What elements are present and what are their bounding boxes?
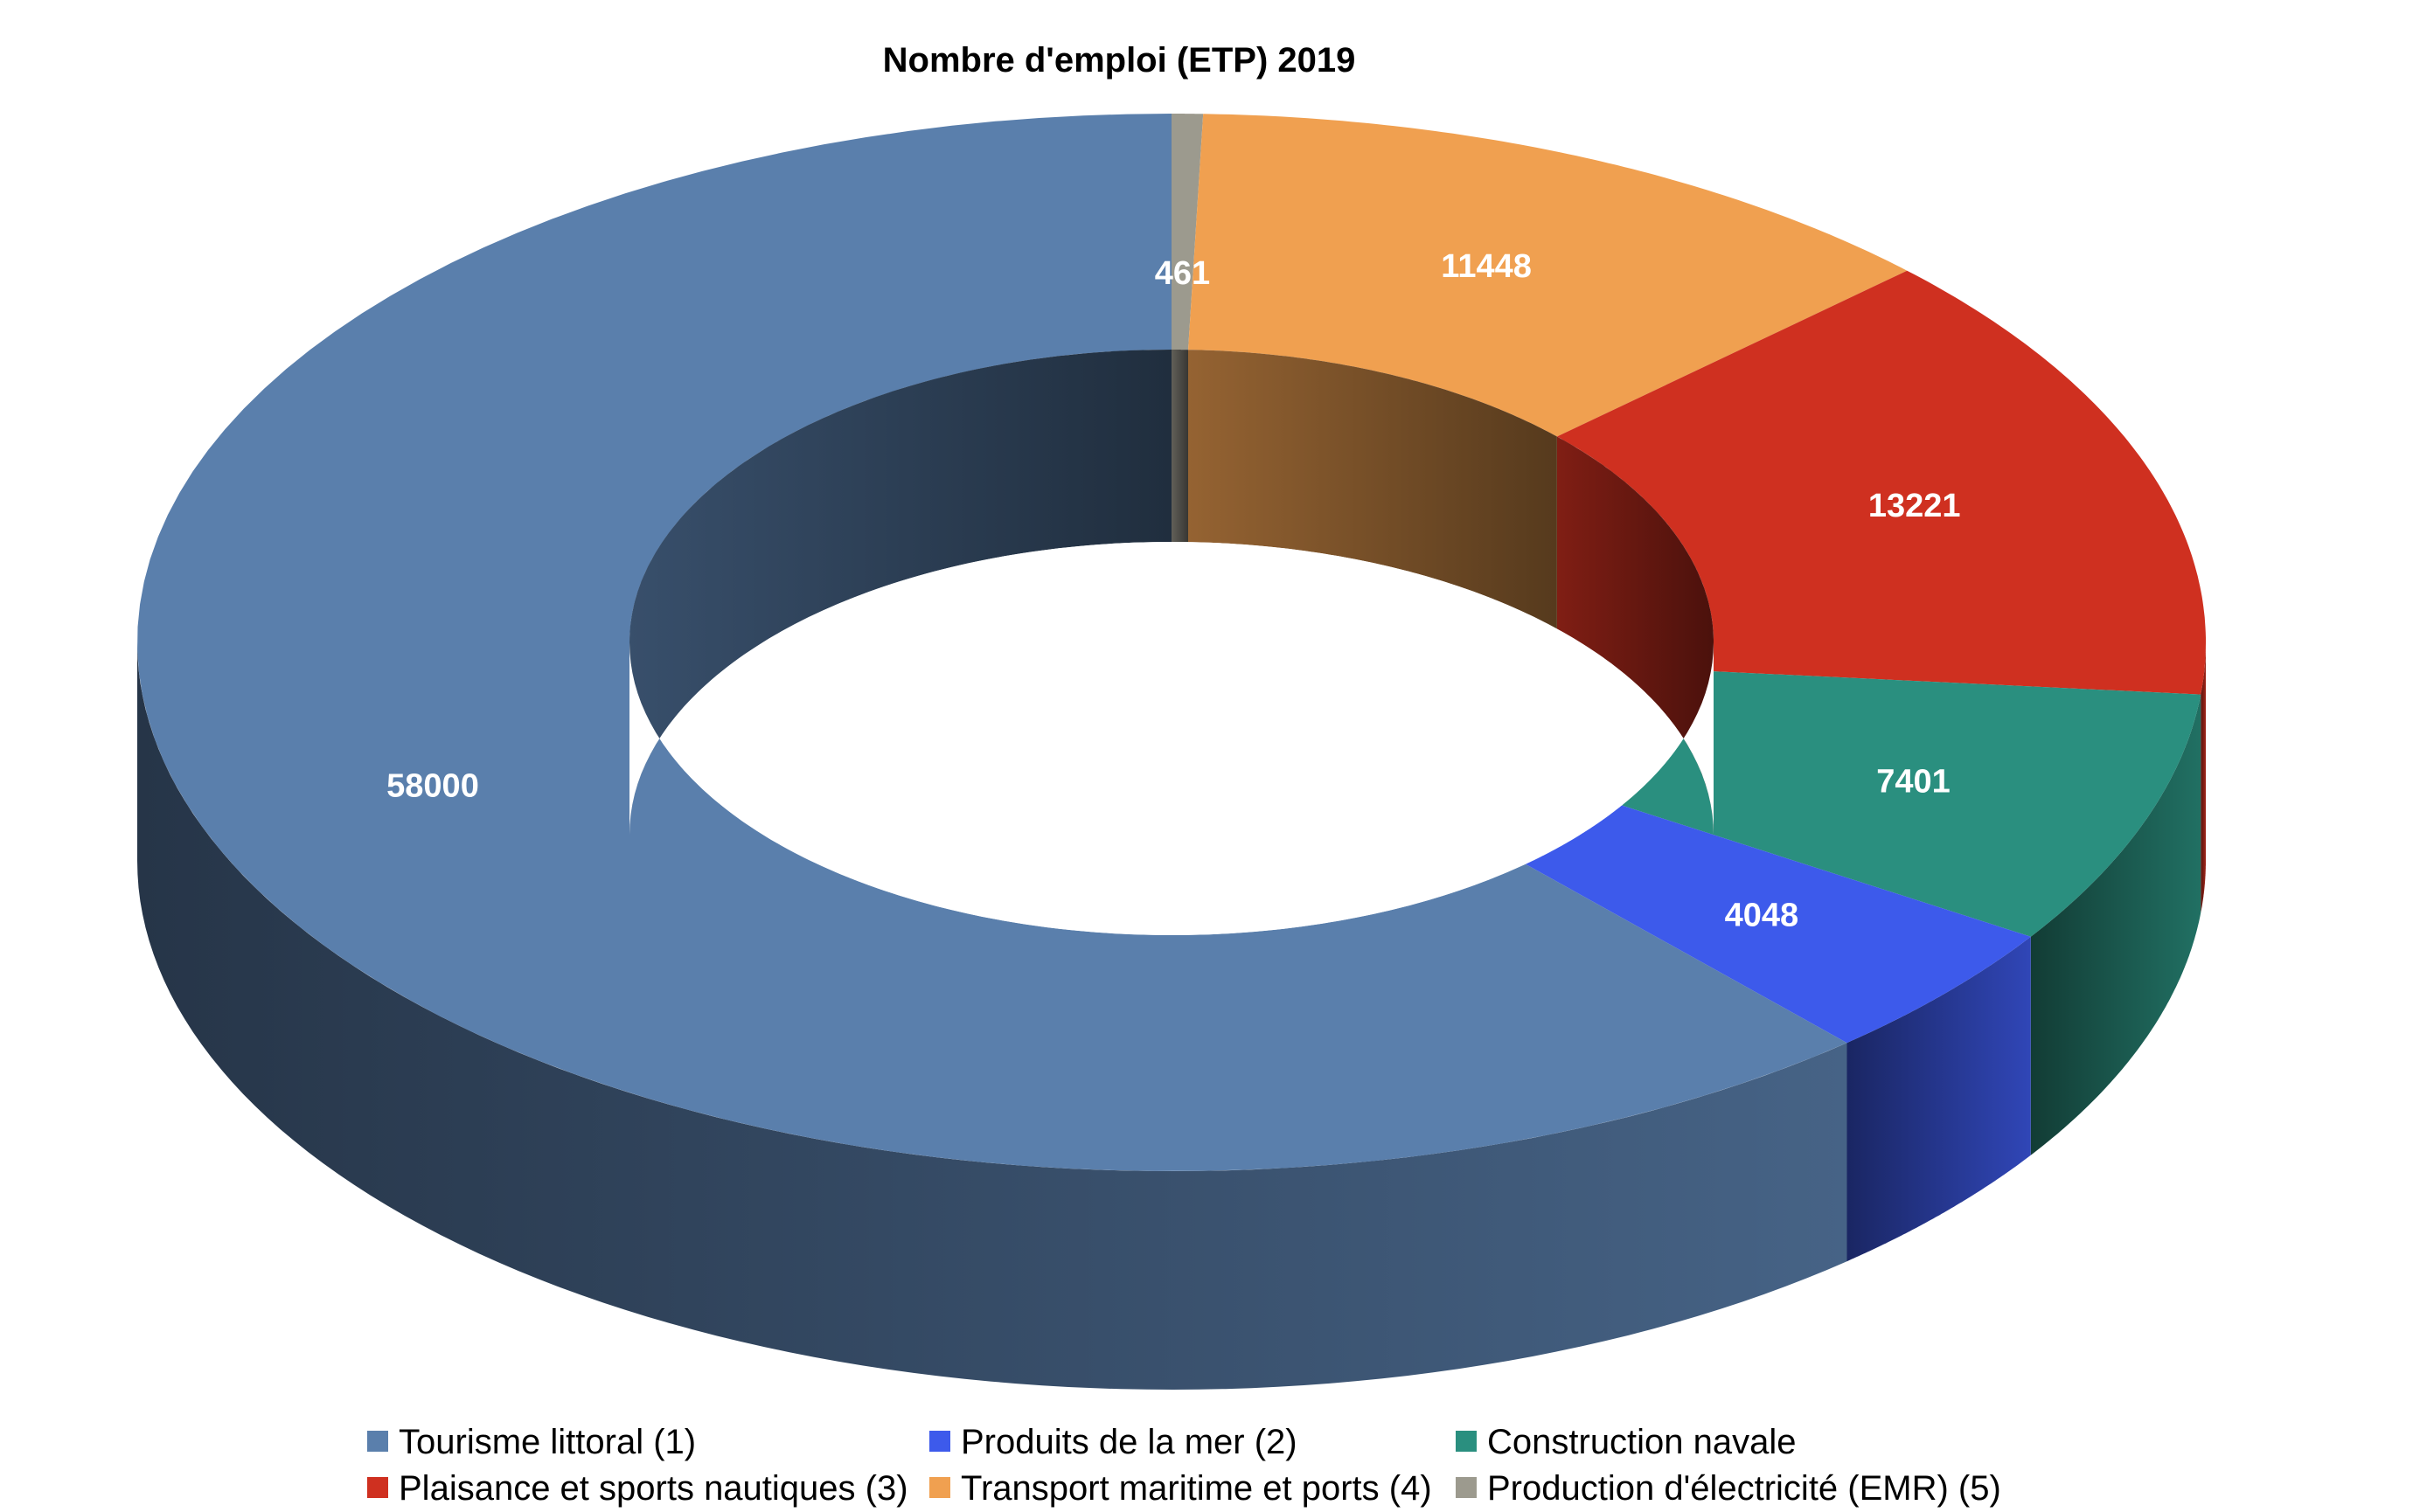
data-label: 461 bbox=[1155, 255, 1210, 292]
legend-swatch bbox=[1456, 1431, 1477, 1452]
legend-item: Plaisance et sports nautiques (3) bbox=[367, 1469, 908, 1508]
donut-slice bbox=[1172, 114, 1204, 350]
legend-item: Construction navale bbox=[1456, 1423, 1797, 1461]
data-label: 4048 bbox=[1725, 898, 1799, 934]
legend-label: Produits de la mer (2) bbox=[961, 1423, 1297, 1461]
chart-title: Nombre d'emploi (ETP) 2019 bbox=[883, 41, 1356, 80]
donut-slice bbox=[1556, 270, 2206, 695]
data-label: 11448 bbox=[1441, 248, 1532, 285]
donut-inner-wall bbox=[1188, 350, 1557, 629]
chart-plot-area bbox=[137, 114, 2206, 1390]
legend-swatch bbox=[367, 1477, 388, 1498]
legend-swatch bbox=[929, 1477, 950, 1498]
donut-slice bbox=[1622, 671, 2201, 937]
donut-side-wall bbox=[2030, 694, 2201, 1155]
legend-swatch bbox=[929, 1431, 950, 1452]
data-label: 58000 bbox=[386, 768, 479, 805]
donut-inner-wall bbox=[629, 350, 1172, 835]
legend-item: Tourisme littoral (1) bbox=[367, 1423, 696, 1461]
legend-swatch bbox=[367, 1431, 388, 1452]
donut-side-wall bbox=[2201, 642, 2206, 913]
legend-item: Produits de la mer (2) bbox=[929, 1423, 1297, 1461]
legend-label: Tourisme littoral (1) bbox=[399, 1423, 696, 1461]
donut-slice bbox=[137, 114, 1847, 1171]
legend-label: Construction navale bbox=[1487, 1423, 1797, 1461]
legend-label: Transport maritime et ports (4) bbox=[961, 1469, 1432, 1508]
donut-slice bbox=[1525, 805, 2031, 1044]
donut-side-wall bbox=[1846, 936, 2031, 1262]
donut-inner-wall bbox=[1172, 350, 1188, 543]
donut-side-wall bbox=[137, 642, 1847, 1390]
data-labels: 461 11448 13221 7401 4048 58000 bbox=[386, 248, 1961, 934]
data-label: 7401 bbox=[1876, 764, 1951, 801]
donut-inner-wall bbox=[1556, 436, 1714, 835]
donut-slice bbox=[1188, 114, 1908, 437]
data-label: 13221 bbox=[1868, 488, 1961, 524]
donut-hole bbox=[629, 542, 1714, 935]
legend-item: Transport maritime et ports (4) bbox=[929, 1469, 1432, 1508]
legend-label: Production d'électricité (EMR) (5) bbox=[1487, 1469, 2001, 1508]
legend-item: Production d'électricité (EMR) (5) bbox=[1456, 1469, 2001, 1508]
legend-label: Plaisance et sports nautiques (3) bbox=[399, 1469, 908, 1508]
legend-swatch bbox=[1456, 1477, 1477, 1498]
chart-legend: Tourisme littoral (1) Produits de la mer … bbox=[367, 1423, 2001, 1508]
